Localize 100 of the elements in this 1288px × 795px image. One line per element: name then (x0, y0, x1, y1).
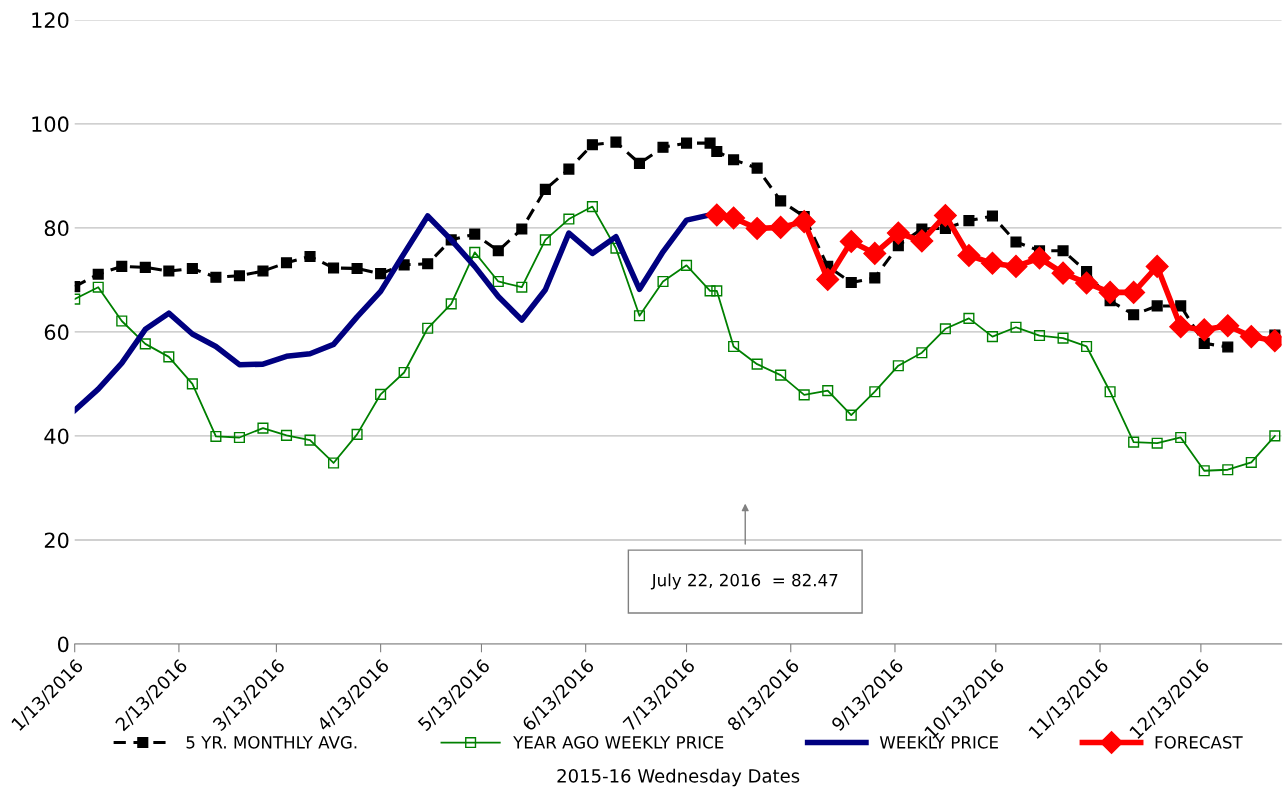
point (233, 270, 245, 282)
point (910, 229, 934, 253)
point (886, 221, 910, 245)
point (1269, 430, 1281, 442)
x-axis-title: 2015-16 Wednesday Dates (557, 768, 800, 787)
point (586, 139, 598, 151)
point (1004, 254, 1028, 278)
point (1169, 315, 1193, 339)
point (1222, 464, 1234, 476)
point (704, 285, 716, 297)
point (422, 322, 434, 334)
point (304, 250, 316, 263)
point (1239, 325, 1263, 349)
point (939, 323, 951, 335)
point (1222, 341, 1234, 353)
point (792, 210, 816, 234)
y-tick-label: 0 (57, 636, 69, 653)
point (986, 210, 999, 222)
y-tick-label: 80 (44, 220, 69, 237)
point (351, 428, 363, 440)
point (775, 369, 787, 381)
point (233, 431, 245, 444)
point (680, 259, 693, 271)
point (711, 285, 723, 297)
legend-label: 5 YR. MONTHLY AVG. (186, 736, 357, 749)
point (1192, 318, 1216, 342)
point (516, 281, 528, 293)
point (1151, 300, 1163, 312)
point (728, 154, 740, 166)
point (1175, 431, 1187, 444)
point (445, 298, 457, 310)
point (304, 434, 316, 446)
point (963, 312, 975, 324)
point (351, 262, 363, 275)
point (1245, 456, 1257, 469)
legend-label: YEAR AGO WEEKLY PRICE (513, 736, 724, 749)
point (116, 315, 128, 327)
point (711, 145, 723, 158)
point (769, 215, 793, 239)
point (1128, 436, 1140, 448)
y-tick-label: 120 (32, 12, 69, 29)
point (210, 430, 222, 443)
point (751, 358, 763, 370)
point (492, 245, 504, 257)
point (816, 267, 840, 291)
point (845, 276, 857, 289)
point (163, 351, 175, 363)
point (280, 257, 293, 269)
point (327, 262, 340, 274)
point (539, 183, 551, 195)
point (186, 262, 198, 275)
point (398, 366, 410, 379)
point (92, 281, 104, 293)
point (327, 457, 340, 469)
point (657, 275, 669, 288)
point (728, 340, 740, 353)
point (492, 275, 504, 288)
point (375, 388, 387, 400)
point (92, 268, 104, 280)
point (980, 251, 1004, 275)
point (163, 265, 175, 277)
point (892, 360, 904, 372)
point (1122, 280, 1146, 304)
point (869, 386, 881, 398)
point (186, 378, 198, 390)
point (116, 260, 128, 272)
point (963, 215, 975, 227)
point (563, 163, 575, 175)
point (1010, 236, 1022, 248)
point (863, 241, 887, 265)
point (610, 136, 622, 148)
point (957, 243, 981, 267)
point (280, 429, 293, 441)
point (839, 229, 863, 253)
point (1175, 300, 1187, 312)
point (722, 206, 746, 230)
point (1075, 271, 1099, 295)
point (1057, 332, 1069, 344)
point (986, 331, 999, 343)
point (633, 310, 646, 322)
point (869, 272, 881, 284)
point (751, 162, 763, 174)
point (1128, 309, 1140, 321)
point (705, 203, 729, 227)
point (1010, 321, 1022, 333)
point (633, 157, 646, 169)
y-tick-label: 40 (44, 428, 69, 445)
point (1028, 246, 1052, 270)
point (469, 246, 481, 258)
point (1198, 465, 1210, 477)
point (1081, 340, 1093, 353)
y-tick-label: 20 (44, 532, 69, 549)
point (375, 268, 387, 280)
point (586, 201, 598, 213)
point (257, 422, 269, 434)
point (422, 258, 434, 270)
point (1051, 261, 1075, 285)
point (775, 195, 787, 207)
point (1104, 386, 1116, 398)
annotation: July 22, 2016 = 82.47 (650, 573, 838, 590)
